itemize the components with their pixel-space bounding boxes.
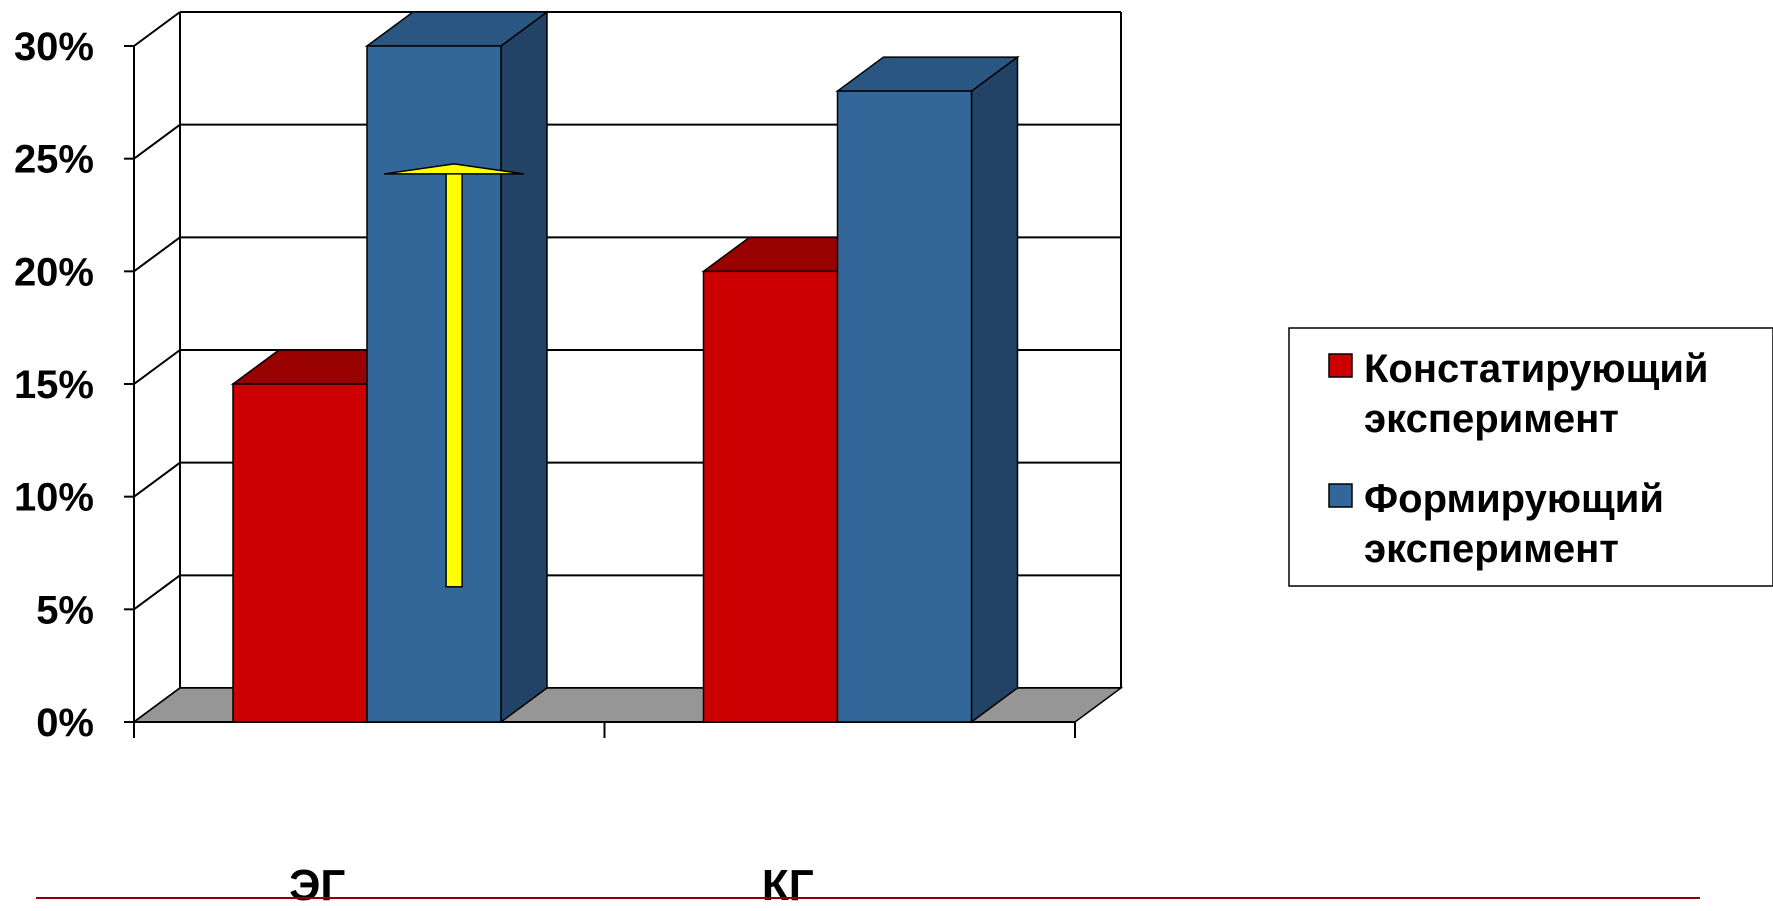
bar-front <box>702 270 839 723</box>
side-wall-line <box>133 349 181 385</box>
side-wall-line <box>133 461 181 498</box>
bar <box>835 55 1020 724</box>
x-tick-label: ЭГ <box>289 861 345 906</box>
y-tick-label: 30% <box>14 25 94 69</box>
side-wall-line <box>133 11 181 47</box>
y-tick-label: 25% <box>14 138 94 182</box>
up-arrow-annotation <box>383 163 525 588</box>
legend-label: Формирующий <box>1364 477 1664 521</box>
side-wall-line <box>133 574 181 611</box>
x-tick-label: КГ <box>762 861 814 906</box>
legend-label: эксперимент <box>1364 397 1619 441</box>
side-wall-line <box>133 236 181 273</box>
legend-swatch <box>1328 483 1353 508</box>
bar-front <box>836 90 973 723</box>
bar-side <box>500 10 548 724</box>
y-tick-label: 0% <box>36 701 94 745</box>
legend-label: Констатирующий <box>1364 347 1709 391</box>
y-tick-label: 15% <box>14 363 94 407</box>
bar <box>364 10 550 724</box>
bar-front <box>232 383 368 723</box>
legend-swatch <box>1328 353 1353 378</box>
y-tick-label: 10% <box>14 476 94 520</box>
arrow-shaft <box>445 169 463 588</box>
bar-front <box>366 45 502 723</box>
arrow-head <box>383 163 525 175</box>
bar-side <box>970 55 1019 724</box>
legend: Констатирующий эксперимент Формирующий эксп… <box>1288 327 1773 587</box>
side-wall-line <box>133 123 181 160</box>
y-tick-label: 5% <box>36 588 94 632</box>
legend-box <box>1288 327 1773 587</box>
y-tick-label: 20% <box>14 250 94 294</box>
legend-label: эксперимент <box>1364 527 1619 571</box>
